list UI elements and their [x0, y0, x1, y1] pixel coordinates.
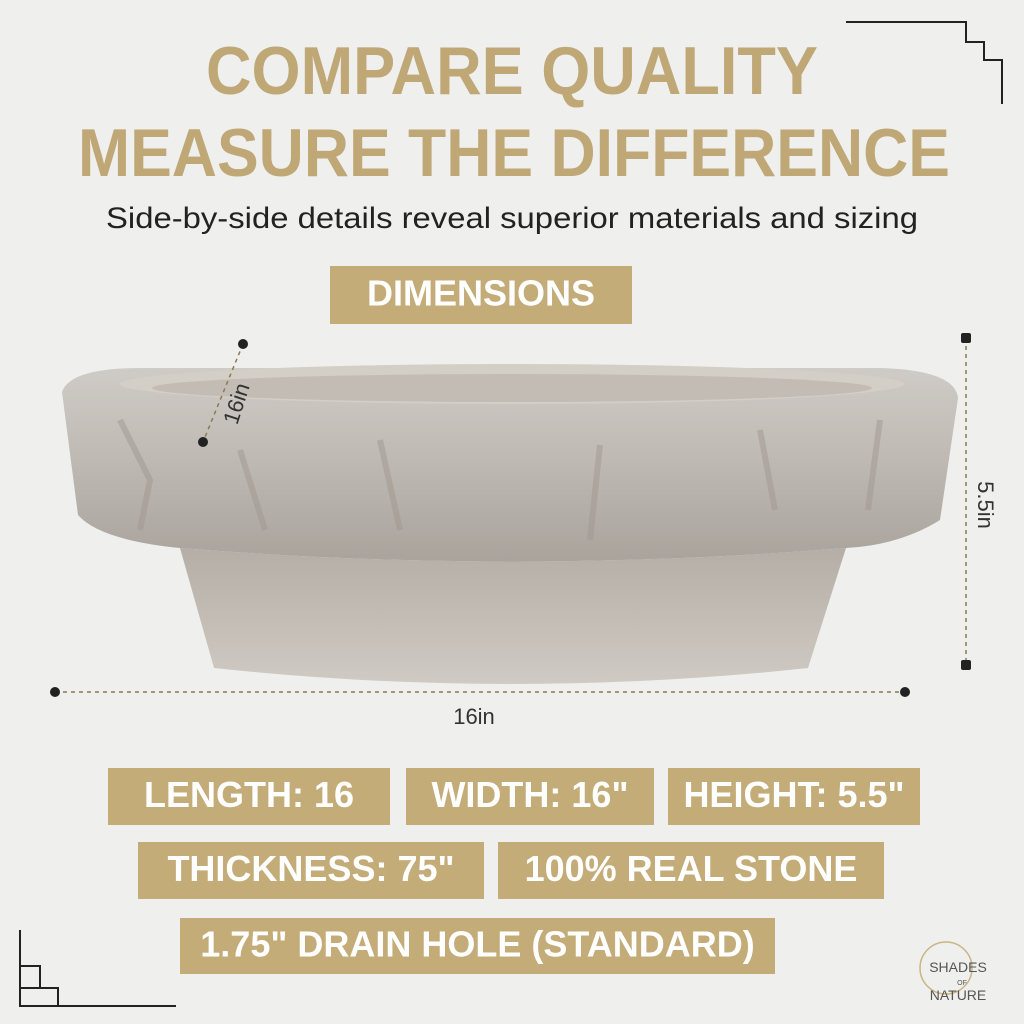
sink-bowl: [62, 364, 958, 684]
headline: COMPARE QUALITY: [206, 33, 818, 109]
spec-badge: [668, 768, 920, 825]
spec-label: 100% REAL STONE: [525, 848, 858, 889]
dimension-label: 16in: [453, 704, 495, 729]
dimension-line: [202, 343, 244, 443]
spec-label: HEIGHT: 5.5": [683, 774, 904, 815]
logo-text: SHADES: [929, 959, 987, 975]
spec-badge: [498, 842, 884, 899]
spec-badge: [406, 768, 654, 825]
corner-decoration: [965, 22, 985, 60]
logo-text: OF: [957, 980, 967, 987]
dimension-dot: [961, 333, 971, 343]
dimension-dot: [961, 660, 971, 670]
dimension-dot: [50, 687, 60, 697]
headline: MEASURE THE DIFFERENCE: [78, 115, 950, 191]
logo: SHADES OF NATURE: [919, 941, 987, 1003]
dimension-dot: [238, 339, 248, 349]
spec-label: LENGTH: 16: [144, 774, 354, 815]
logo-text: NATURE: [930, 987, 987, 1003]
section-badge: [330, 266, 632, 324]
spec-badge: [138, 842, 484, 899]
spec-label: THICKNESS: 75": [167, 848, 454, 889]
dimension-dot: [900, 687, 910, 697]
spec-label: WIDTH: 16": [431, 774, 628, 815]
spec-badge: [108, 768, 390, 825]
spec-badges: LENGTH: 16 WIDTH: 16" HEIGHT: 5.5" THICKNES…: [108, 768, 920, 974]
spec-badge: [180, 918, 775, 974]
spec-label: 1.75" DRAIN HOLE (STANDARD): [200, 924, 754, 965]
corner-decoration: [19, 930, 176, 1007]
section-label: DIMENSIONS: [367, 273, 595, 314]
dimension-label: 5.5in: [973, 481, 998, 529]
subtitle: Side-by-side details reveal superior mat…: [106, 202, 918, 235]
dimension-dot: [198, 437, 208, 447]
